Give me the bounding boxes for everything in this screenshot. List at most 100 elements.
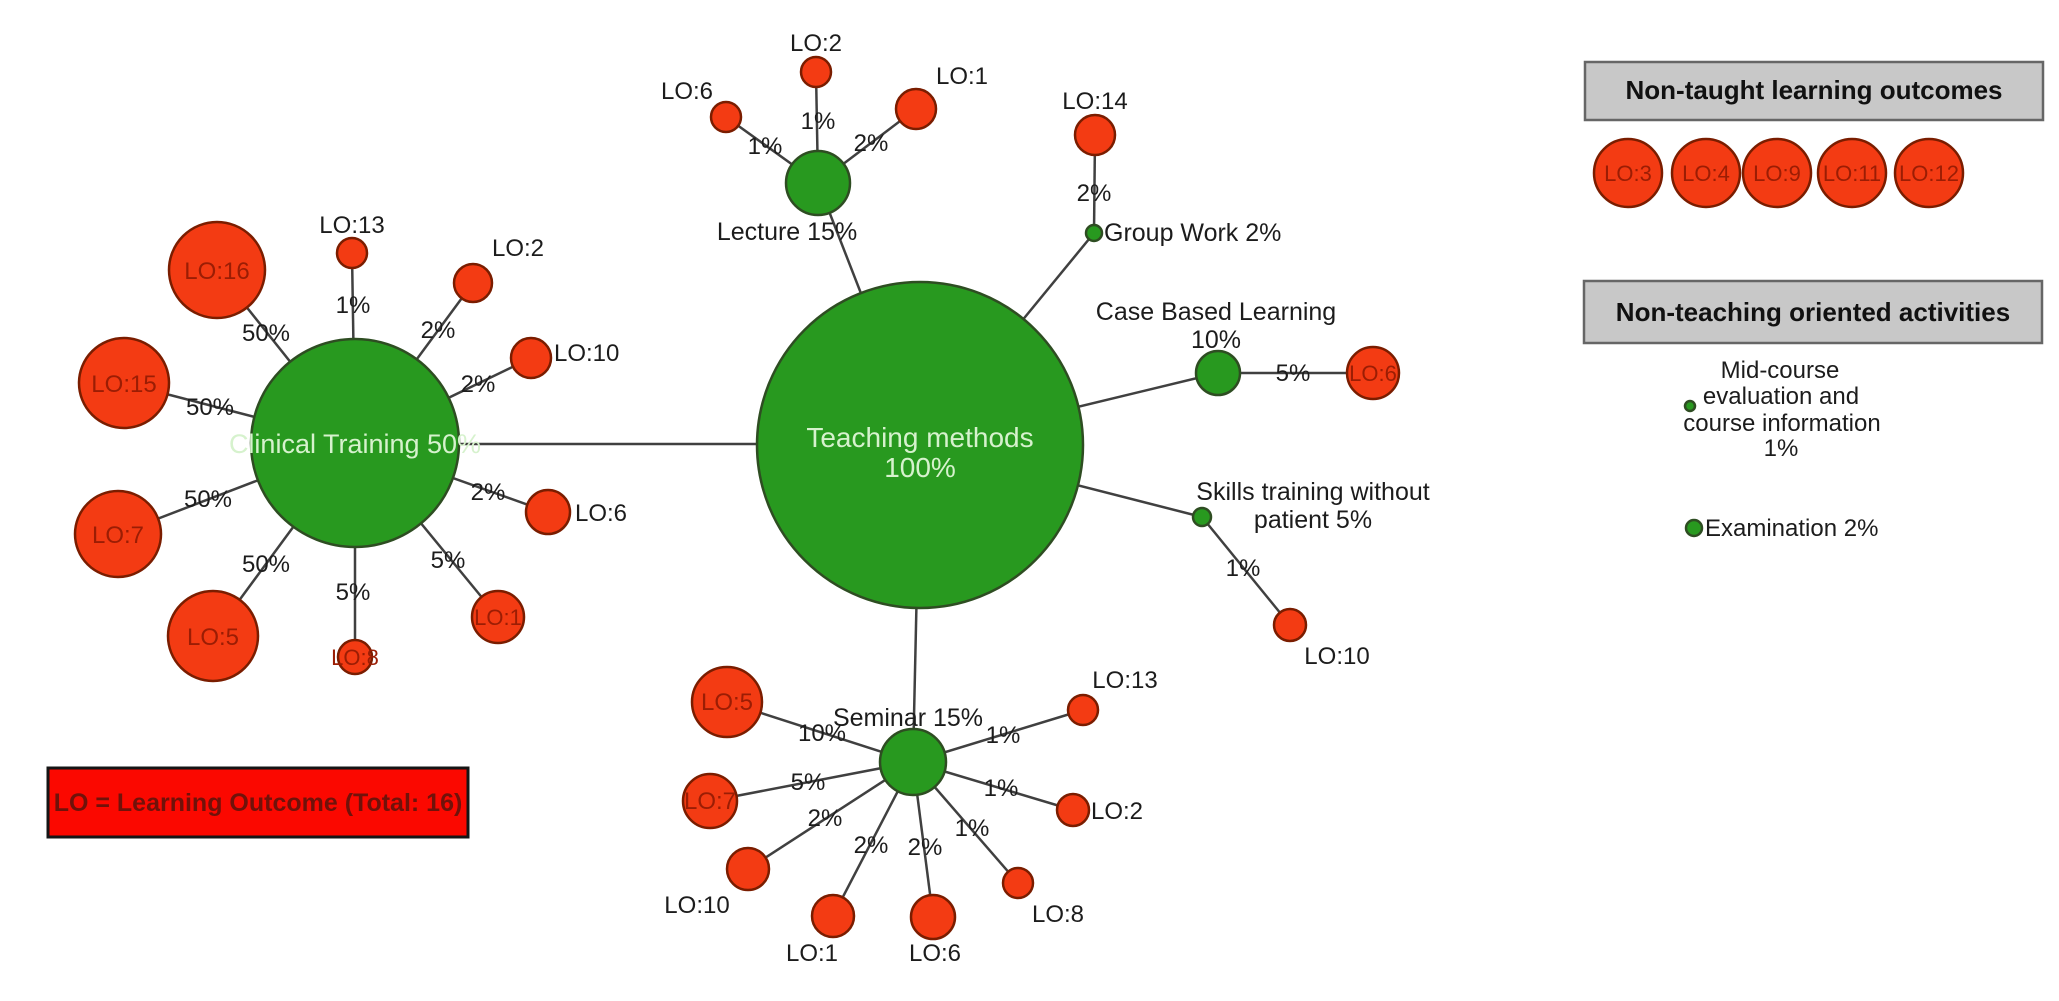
seminar-lo7-label: LO:7 <box>684 788 736 815</box>
seminar-lo13-pct: 1% <box>986 722 1021 749</box>
clinical-training-node <box>249 337 461 549</box>
non-taught-panel: Non-taught learning outcomes LO:3 LO:4 L… <box>1583 60 2045 209</box>
seminar-lo7-pct: 5% <box>791 769 826 796</box>
lecture-label: Lecture 15% <box>717 218 857 246</box>
lecture-lo2-pct: 1% <box>801 108 836 135</box>
clinical-lo10-circle <box>509 336 553 380</box>
clinical-lo6-circle <box>524 488 572 536</box>
clinical-lo10-pct: 2% <box>461 371 496 398</box>
lecture-lo6-pct: 1% <box>748 133 783 160</box>
non-taught-header-box <box>1583 60 2045 122</box>
nontaught-lo9-circle <box>1741 137 1813 209</box>
clinical-lo2-label: LO:2 <box>492 235 544 262</box>
skills-label-line1: Skills training without <box>1196 478 1429 506</box>
clinical-lo6-pct: 2% <box>471 479 506 506</box>
mid-course-line2: evaluation and <box>1703 383 1859 410</box>
group-work-node <box>1084 223 1104 243</box>
edge-seminar-lo7 <box>709 760 914 803</box>
clinical-lo6-label: LO:6 <box>575 500 627 527</box>
nontaught-lo11-label: LO:11 <box>1823 161 1881 186</box>
lecture-lo1-circle <box>894 87 938 131</box>
case-based-learning-node <box>1194 349 1242 397</box>
seminar-lo13-circle <box>1066 693 1100 727</box>
non-taught-header-label: Non-taught learning outcomes <box>1626 75 2003 105</box>
clinical-lo8-label: LO:8 <box>331 645 379 670</box>
nontaught-lo4-label: LO:4 <box>1682 161 1730 186</box>
clinical-lo7-label: LO:7 <box>92 522 144 549</box>
skills-lo10-label: LO:10 <box>1304 643 1369 670</box>
clinical-lo10-label: LO:10 <box>554 340 619 367</box>
seminar-lo10-label: LO:10 <box>664 892 729 919</box>
seminar-lo8-pct: 1% <box>955 815 990 842</box>
clinical-lo1-circle <box>470 589 526 645</box>
nodes <box>73 55 1401 941</box>
clinical-lo16-circle <box>167 220 267 320</box>
mid-course-node <box>1683 399 1697 413</box>
seminar-lo2-label: LO:2 <box>1091 798 1143 825</box>
seminar-lo6-pct: 2% <box>908 834 943 861</box>
seminar-lo1-pct: 2% <box>854 832 889 859</box>
mid-course-line3: course information <box>1683 410 1880 437</box>
casebased-lo6-label: LO:6 <box>1349 361 1397 386</box>
nontaught-lo9-label: LO:9 <box>1753 161 1801 186</box>
clinical-lo16-pct: 50% <box>242 320 290 347</box>
clinical-label: Clinical Training 50% <box>229 429 481 459</box>
seminar-node <box>878 727 948 797</box>
legend-box <box>46 766 470 839</box>
seminar-lo6-label: LO:6 <box>909 940 961 967</box>
clinical-lo7-circle <box>73 489 163 579</box>
clinical-lo15-circle <box>77 336 171 430</box>
mid-course-line4: 1% <box>1764 435 1799 462</box>
mid-course-line1: Mid-course <box>1721 357 1840 384</box>
examination-label: Examination 2% <box>1705 515 1878 542</box>
non-teaching-header-box <box>1582 279 2044 345</box>
seminar-lo7-circle <box>681 772 739 830</box>
clinical-lo7-pct: 50% <box>184 486 232 513</box>
examination-node <box>1684 518 1704 538</box>
casebased-label-line1: Case Based Learning <box>1096 298 1336 326</box>
casebased-lo6-circle <box>1345 345 1401 401</box>
non-teaching-panel: Non-teaching oriented activities Mid-cou… <box>1582 279 2044 542</box>
casebased-lo6-pct: 5% <box>1276 360 1311 387</box>
groupwork-lo14-circle <box>1073 113 1117 157</box>
clinical-lo5-pct: 50% <box>242 551 290 578</box>
clinical-lo5-label: LO:5 <box>187 624 239 651</box>
lecture-lo6-label: LO:6 <box>661 78 713 105</box>
legend-label: LO = Learning Outcome (Total: 16) <box>54 789 463 817</box>
seminar-lo13-label: LO:13 <box>1092 667 1157 694</box>
clinical-lo13-pct: 1% <box>336 292 371 319</box>
lecture-lo2-circle <box>799 55 833 89</box>
nontaught-lo4-circle <box>1670 137 1742 209</box>
seminar-lo5-circle <box>690 665 764 739</box>
groupwork-lo14-pct: 2% <box>1077 180 1112 207</box>
central-label-line2: 100% <box>884 452 956 483</box>
groupwork-label: Group Work 2% <box>1104 219 1281 247</box>
skills-lo10-pct: 1% <box>1226 555 1261 582</box>
clinical-lo2-circle <box>452 262 494 304</box>
casebased-label-line2: 10% <box>1191 326 1241 354</box>
nontaught-lo3-circle <box>1592 137 1664 209</box>
nontaught-lo12-label: LO:12 <box>1899 161 1959 186</box>
seminar-lo10-circle <box>725 846 771 892</box>
seminar-lo1-label: LO:1 <box>786 940 838 967</box>
lecture-node <box>784 149 852 217</box>
lecture-lo1-label: LO:1 <box>936 63 988 90</box>
lecture-lo1-pct: 2% <box>854 130 889 157</box>
seminar-lo1-circle <box>810 893 856 939</box>
clinical-lo13-circle <box>335 236 369 270</box>
clinical-lo5-circle <box>166 589 260 683</box>
skills-label-line2: patient 5% <box>1254 506 1372 534</box>
clinical-lo1-pct: 5% <box>431 547 466 574</box>
clinical-lo15-label: LO:15 <box>91 371 156 398</box>
clinical-lo15-pct: 50% <box>186 394 234 421</box>
seminar-lo10-pct: 2% <box>808 805 843 832</box>
nontaught-lo11-circle <box>1816 137 1888 209</box>
seminar-label: Seminar 15% <box>833 704 983 732</box>
clinical-lo1-label: LO:1 <box>474 605 522 630</box>
nontaught-lo3-label: LO:3 <box>1604 161 1652 186</box>
edge-skills-lo10 <box>1201 516 1291 626</box>
clinical-lo8-circle <box>336 638 374 676</box>
clinical-lo13-label: LO:13 <box>319 212 384 239</box>
